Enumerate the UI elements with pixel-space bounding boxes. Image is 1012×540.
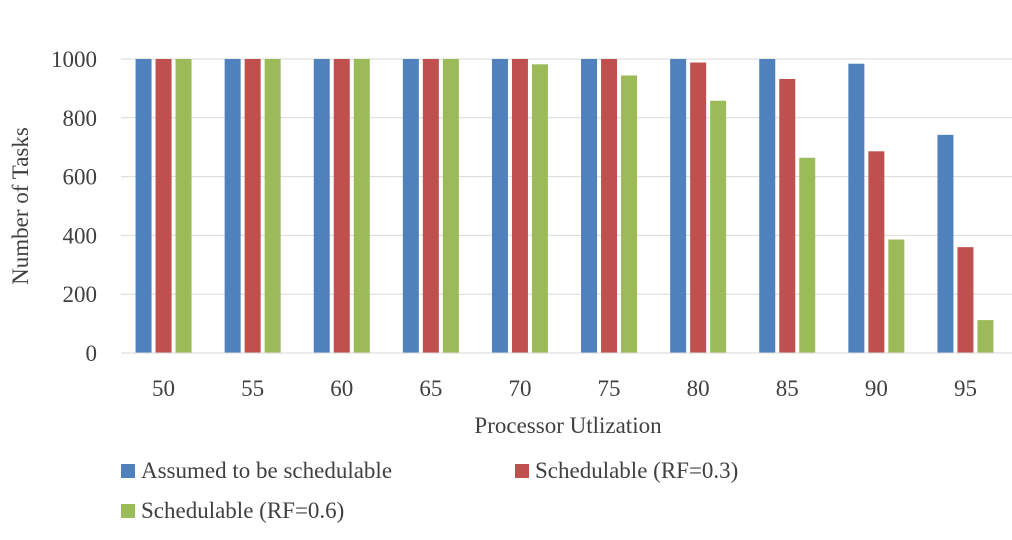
bar-95-series-1 [937, 134, 954, 353]
bar-90-series-3 [888, 239, 905, 353]
bar-55-series-1 [224, 59, 241, 353]
legend-swatch-series-2 [515, 464, 529, 478]
x-tick-label: 70 [508, 376, 531, 401]
legend-swatch-series-1 [121, 464, 135, 478]
x-tick-label: 95 [954, 376, 977, 401]
x-tick-label: 85 [776, 376, 799, 401]
x-tick-label: 55 [241, 376, 264, 401]
x-tick-label: 60 [330, 376, 353, 401]
bar-95-series-2 [957, 247, 974, 353]
legend-label-series-2: Schedulable (RF=0.3) [535, 458, 738, 483]
bar-55-series-3 [264, 59, 281, 353]
x-tick-label: 80 [687, 376, 710, 401]
bar-70-series-2 [511, 59, 528, 353]
bar-90-series-2 [868, 151, 885, 353]
bar-80-series-3 [710, 100, 727, 353]
x-tick-label: 90 [865, 376, 888, 401]
axes: 0 200 400 600 800 1000 50 55 60 65 70 75 80 85 90 95 [51, 47, 1012, 401]
y-tick-label: 400 [63, 223, 98, 248]
legend-label-series-1: Assumed to be schedulable [141, 458, 392, 483]
bar-60-series-3 [353, 59, 370, 353]
bar-50-series-3 [175, 59, 192, 353]
x-tick-label: 65 [419, 376, 442, 401]
bar-60-series-2 [333, 59, 350, 353]
bar-55-series-2 [244, 59, 261, 353]
bars [135, 59, 994, 354]
bar-65-series-3 [442, 59, 459, 353]
bar-80-series-2 [690, 62, 707, 353]
bar-75-series-3 [621, 75, 638, 354]
bar-85-series-3 [799, 157, 816, 353]
bar-50-series-1 [135, 59, 152, 353]
bar-90-series-1 [848, 63, 865, 353]
legend-label-series-3: Schedulable (RF=0.6) [141, 498, 344, 523]
bar-60-series-1 [313, 59, 330, 353]
y-tick-label: 0 [86, 341, 98, 366]
bar-75-series-2 [601, 59, 618, 353]
bar-85-series-1 [759, 59, 776, 353]
legend: Assumed to be schedulable Schedulable (RF… [121, 458, 738, 523]
bar-65-series-2 [422, 59, 439, 353]
y-tick-label: 600 [63, 165, 98, 190]
bar-65-series-1 [402, 59, 419, 353]
x-axis-title: Processor Utlization [474, 413, 662, 438]
x-tick-label: 75 [598, 376, 621, 401]
bar-70-series-1 [491, 59, 508, 353]
x-tick-label: 50 [152, 376, 175, 401]
bar-50-series-2 [155, 59, 172, 353]
bar-75-series-1 [581, 59, 598, 353]
y-tick-label: 800 [63, 106, 98, 131]
y-tick-label: 1000 [51, 47, 97, 72]
bar-80-series-1 [670, 59, 687, 353]
legend-swatch-series-3 [121, 504, 135, 518]
y-tick-label: 200 [63, 282, 98, 307]
y-axis-title: Number of Tasks [8, 127, 33, 285]
bar-95-series-3 [977, 320, 994, 353]
bar-85-series-2 [779, 78, 796, 353]
bar-70-series-3 [531, 64, 548, 354]
